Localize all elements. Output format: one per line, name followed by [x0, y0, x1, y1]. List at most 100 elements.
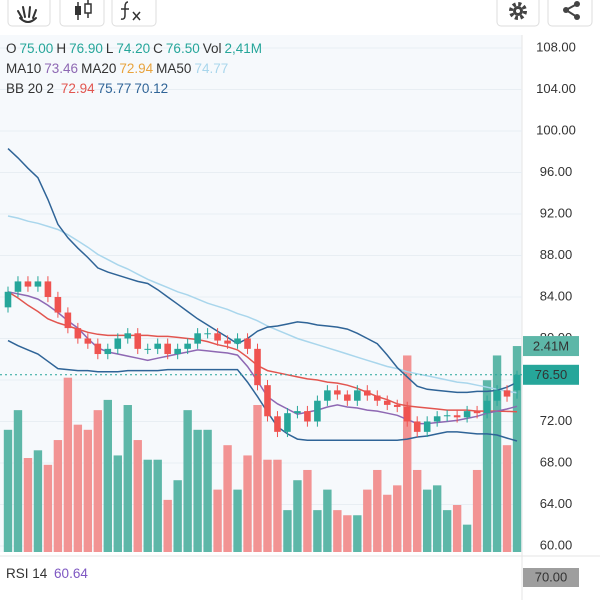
candle-body: [234, 338, 241, 344]
volume-bar: [293, 480, 302, 552]
legend-value: 72.94: [60, 81, 95, 96]
volume-bar: [303, 469, 312, 552]
bb-key: BB 20 2: [6, 81, 55, 96]
volume-bar: [93, 410, 103, 552]
volume-bar: [253, 405, 262, 552]
volume-bar: [133, 440, 142, 552]
legend-value: 76.90: [69, 41, 103, 56]
candle-body: [503, 390, 511, 397]
candle-body: [483, 400, 491, 414]
rsi-key: RSI 14: [6, 566, 48, 581]
volume-bar: [472, 469, 482, 552]
legend-key: H: [56, 41, 67, 56]
volume-label-box: [523, 336, 579, 357]
volume-bar: [43, 464, 53, 552]
bb-legend: BB 20 2 72.94 75.77 70.12: [6, 81, 171, 96]
volume-bar: [333, 510, 342, 552]
share-icon: [563, 7, 569, 13]
candle-body: [14, 281, 22, 292]
candle-body: [194, 333, 201, 344]
rsi-level-label: 70.00: [535, 569, 568, 584]
candle-body: [144, 348, 152, 350]
y-tick-label: 84.00: [540, 288, 573, 303]
y-tick-label: 108.00: [536, 39, 576, 54]
chart-type-button[interactable]: [59, 0, 105, 27]
volume-bar: [442, 510, 452, 552]
volume-bar: [73, 424, 83, 552]
price-label: 76.50: [535, 367, 568, 382]
volume-bar: [143, 459, 152, 552]
rsi-value: 60.64: [54, 566, 88, 581]
volume-bar: [323, 489, 332, 552]
candle-body: [364, 390, 371, 396]
legend-value: 76.50: [165, 41, 200, 56]
candle-body: [453, 415, 461, 418]
volume-bar: [462, 524, 472, 552]
volume-bar: [33, 450, 43, 552]
gear-icon: [509, 2, 527, 20]
volume-bar: [313, 510, 322, 552]
candle-body: [174, 348, 181, 355]
legend-key: MA10: [6, 61, 42, 76]
volume-bar: [353, 515, 362, 552]
candle-body: [124, 333, 132, 339]
legend-value: 72.94: [119, 61, 154, 76]
volume-bar: [403, 355, 412, 552]
candle-body: [84, 338, 92, 344]
y-tick-label: 72.00: [540, 413, 573, 428]
volume-bar: [13, 410, 23, 552]
volume-bar: [432, 485, 442, 552]
legend-value: 75.00: [19, 41, 54, 56]
volume-bar: [103, 399, 112, 552]
volume-bar: [512, 346, 522, 552]
candle-icon-body: [84, 3, 92, 14]
indicator-line: [7, 215, 518, 394]
indicator-line: [7, 291, 518, 425]
hand-icon: [17, 6, 37, 23]
candle-body: [383, 400, 391, 405]
volume-bar: [383, 494, 392, 552]
y-tick-label: 96.00: [540, 164, 573, 179]
volume-bar: [173, 480, 182, 552]
ohlc-legend: O 75.00 H 76.90 L 74.20 C 76.50 Vol 2,41M: [6, 41, 265, 56]
candle-body: [114, 338, 122, 349]
candle-body: [184, 343, 191, 349]
volume-bar: [113, 455, 122, 552]
indicator-line: [7, 148, 518, 394]
candle-body: [433, 416, 441, 422]
candle-body: [473, 411, 481, 414]
legend-value: 74.77: [194, 61, 229, 76]
candle-body: [244, 338, 251, 349]
candle-body: [423, 421, 431, 432]
y-tick-label: 60.00: [540, 537, 573, 552]
volume-bar: [233, 489, 242, 552]
legend-key: MA50: [156, 61, 192, 76]
candle-body: [254, 348, 261, 386]
volume-bar: [193, 429, 202, 552]
fx-icon: [120, 1, 141, 21]
legend-value: 2,41M: [224, 41, 263, 56]
volume-bar: [153, 459, 162, 552]
candle-body: [344, 394, 351, 401]
candle-body: [214, 333, 221, 341]
volume-bar: [413, 469, 422, 552]
volume-bar: [163, 499, 172, 552]
y-tick-label: 104.00: [536, 81, 576, 96]
legend-key: Vol: [202, 41, 222, 56]
volume-bar: [123, 405, 132, 552]
candle-body: [64, 312, 72, 329]
legend-key: C: [153, 41, 163, 56]
volume-bar: [393, 485, 402, 552]
volume-bar: [23, 458, 33, 552]
gear-icon: [516, 9, 520, 13]
volume-label: 2.41M: [533, 338, 569, 353]
share-icon: [574, 1, 580, 7]
candle-body: [74, 328, 82, 339]
candle-body: [393, 404, 401, 407]
y-tick-label: 64.00: [540, 496, 573, 511]
candle-body: [154, 343, 161, 349]
candle-body: [354, 390, 361, 401]
candle-body: [334, 390, 341, 395]
volume-bar: [422, 489, 432, 552]
price-label-box: [523, 364, 579, 385]
